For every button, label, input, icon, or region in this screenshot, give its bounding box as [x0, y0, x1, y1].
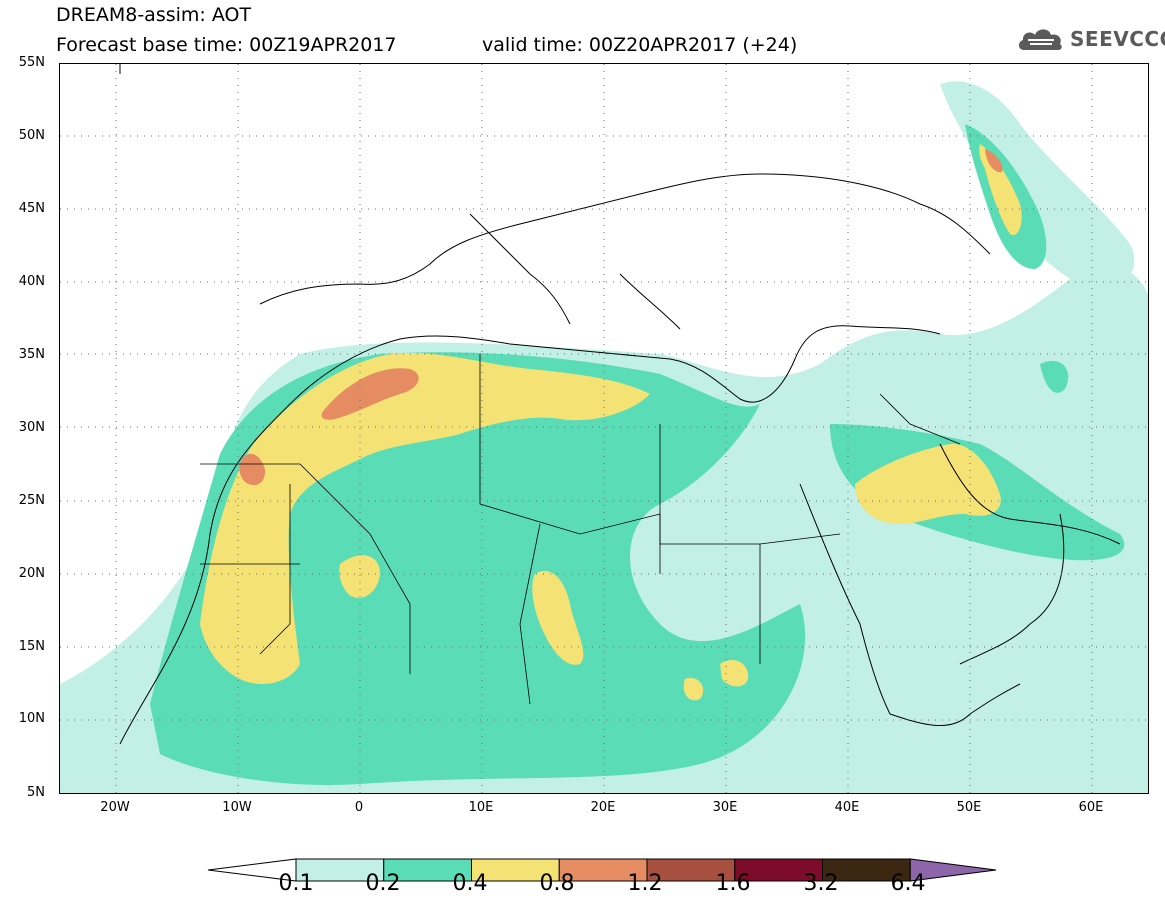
- forecast-base-time: Forecast base time: 00Z19APR2017: [56, 34, 397, 56]
- colorbar-label: 0.2: [365, 871, 401, 896]
- lon-label: 50E: [956, 800, 982, 815]
- lat-label: 40N: [18, 274, 45, 289]
- lat-label: 30N: [18, 420, 45, 435]
- map-area: [59, 63, 1149, 794]
- lon-label: 20W: [100, 800, 130, 815]
- lat-label: 35N: [18, 347, 45, 362]
- colorbar-label: 3.2: [803, 871, 839, 896]
- lon-label: 0: [354, 800, 364, 815]
- lat-label: 10N: [18, 711, 45, 726]
- aot-contour-0-8: [239, 149, 1003, 486]
- aot-map: [60, 64, 1148, 793]
- lat-label: 20N: [18, 566, 45, 581]
- colorbar-arrow-high: [909, 858, 997, 882]
- lon-label: 30E: [712, 800, 738, 815]
- lat-label: 25N: [18, 493, 45, 508]
- lat-label: 15N: [18, 639, 45, 654]
- lat-label: 5N: [27, 785, 45, 800]
- lon-label: 60E: [1078, 800, 1104, 815]
- country-borders: [200, 354, 961, 705]
- lon-label: 20E: [590, 800, 616, 815]
- seevccc-logo: SEEVCCC: [1016, 22, 1165, 56]
- graticule: [60, 64, 1148, 793]
- cloud-icon: [1018, 29, 1062, 50]
- colorbar-label: 0.8: [539, 871, 575, 896]
- lon-label: 40E: [834, 800, 860, 815]
- logo-text: SEEVCCC: [1070, 27, 1165, 51]
- colorbar-label: 6.4: [890, 871, 926, 896]
- lon-label: 10E: [468, 800, 494, 815]
- map-title: DREAM8-assim: AOT: [56, 4, 252, 26]
- colorbar-label: 1.6: [715, 871, 751, 896]
- colorbar: [207, 858, 997, 882]
- lat-label: 55N: [18, 55, 45, 70]
- coastlines: [119, 64, 1121, 745]
- colorbar-label: 1.2: [627, 871, 663, 896]
- lon-label: 10W: [222, 800, 252, 815]
- lat-label: 50N: [18, 128, 45, 143]
- valid-time: valid time: 00Z20APR2017 (+24): [482, 34, 798, 56]
- lat-label: 45N: [18, 201, 45, 216]
- aot-contour-0-4: [200, 144, 1022, 701]
- colorbar-label: 0.4: [452, 871, 488, 896]
- colorbar-label: 0.1: [278, 871, 314, 896]
